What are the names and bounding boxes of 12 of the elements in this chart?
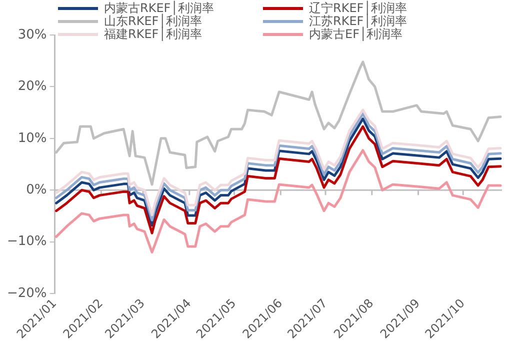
y-tick-label: 30% (18, 27, 47, 42)
legend-label: 辽宁RKEF│利润率 (309, 1, 407, 15)
y-tick-label: 0% (26, 182, 47, 198)
y-tick-label: 10% (18, 130, 47, 146)
legend-label: 江苏RKEF│利润率 (309, 14, 407, 28)
y-tick-label: 20% (18, 79, 47, 94)
legend-label: 山东RKEF│利润率 (104, 14, 202, 28)
legend-label: 内蒙古RKEF│利润率 (104, 1, 214, 15)
y-tick-label: −20% (6, 286, 47, 301)
legend-label: 福建RKEF│利润率 (104, 27, 202, 41)
y-tick-label: −10% (6, 234, 47, 250)
legend-label: 内蒙古EF│利润率 (309, 27, 403, 41)
